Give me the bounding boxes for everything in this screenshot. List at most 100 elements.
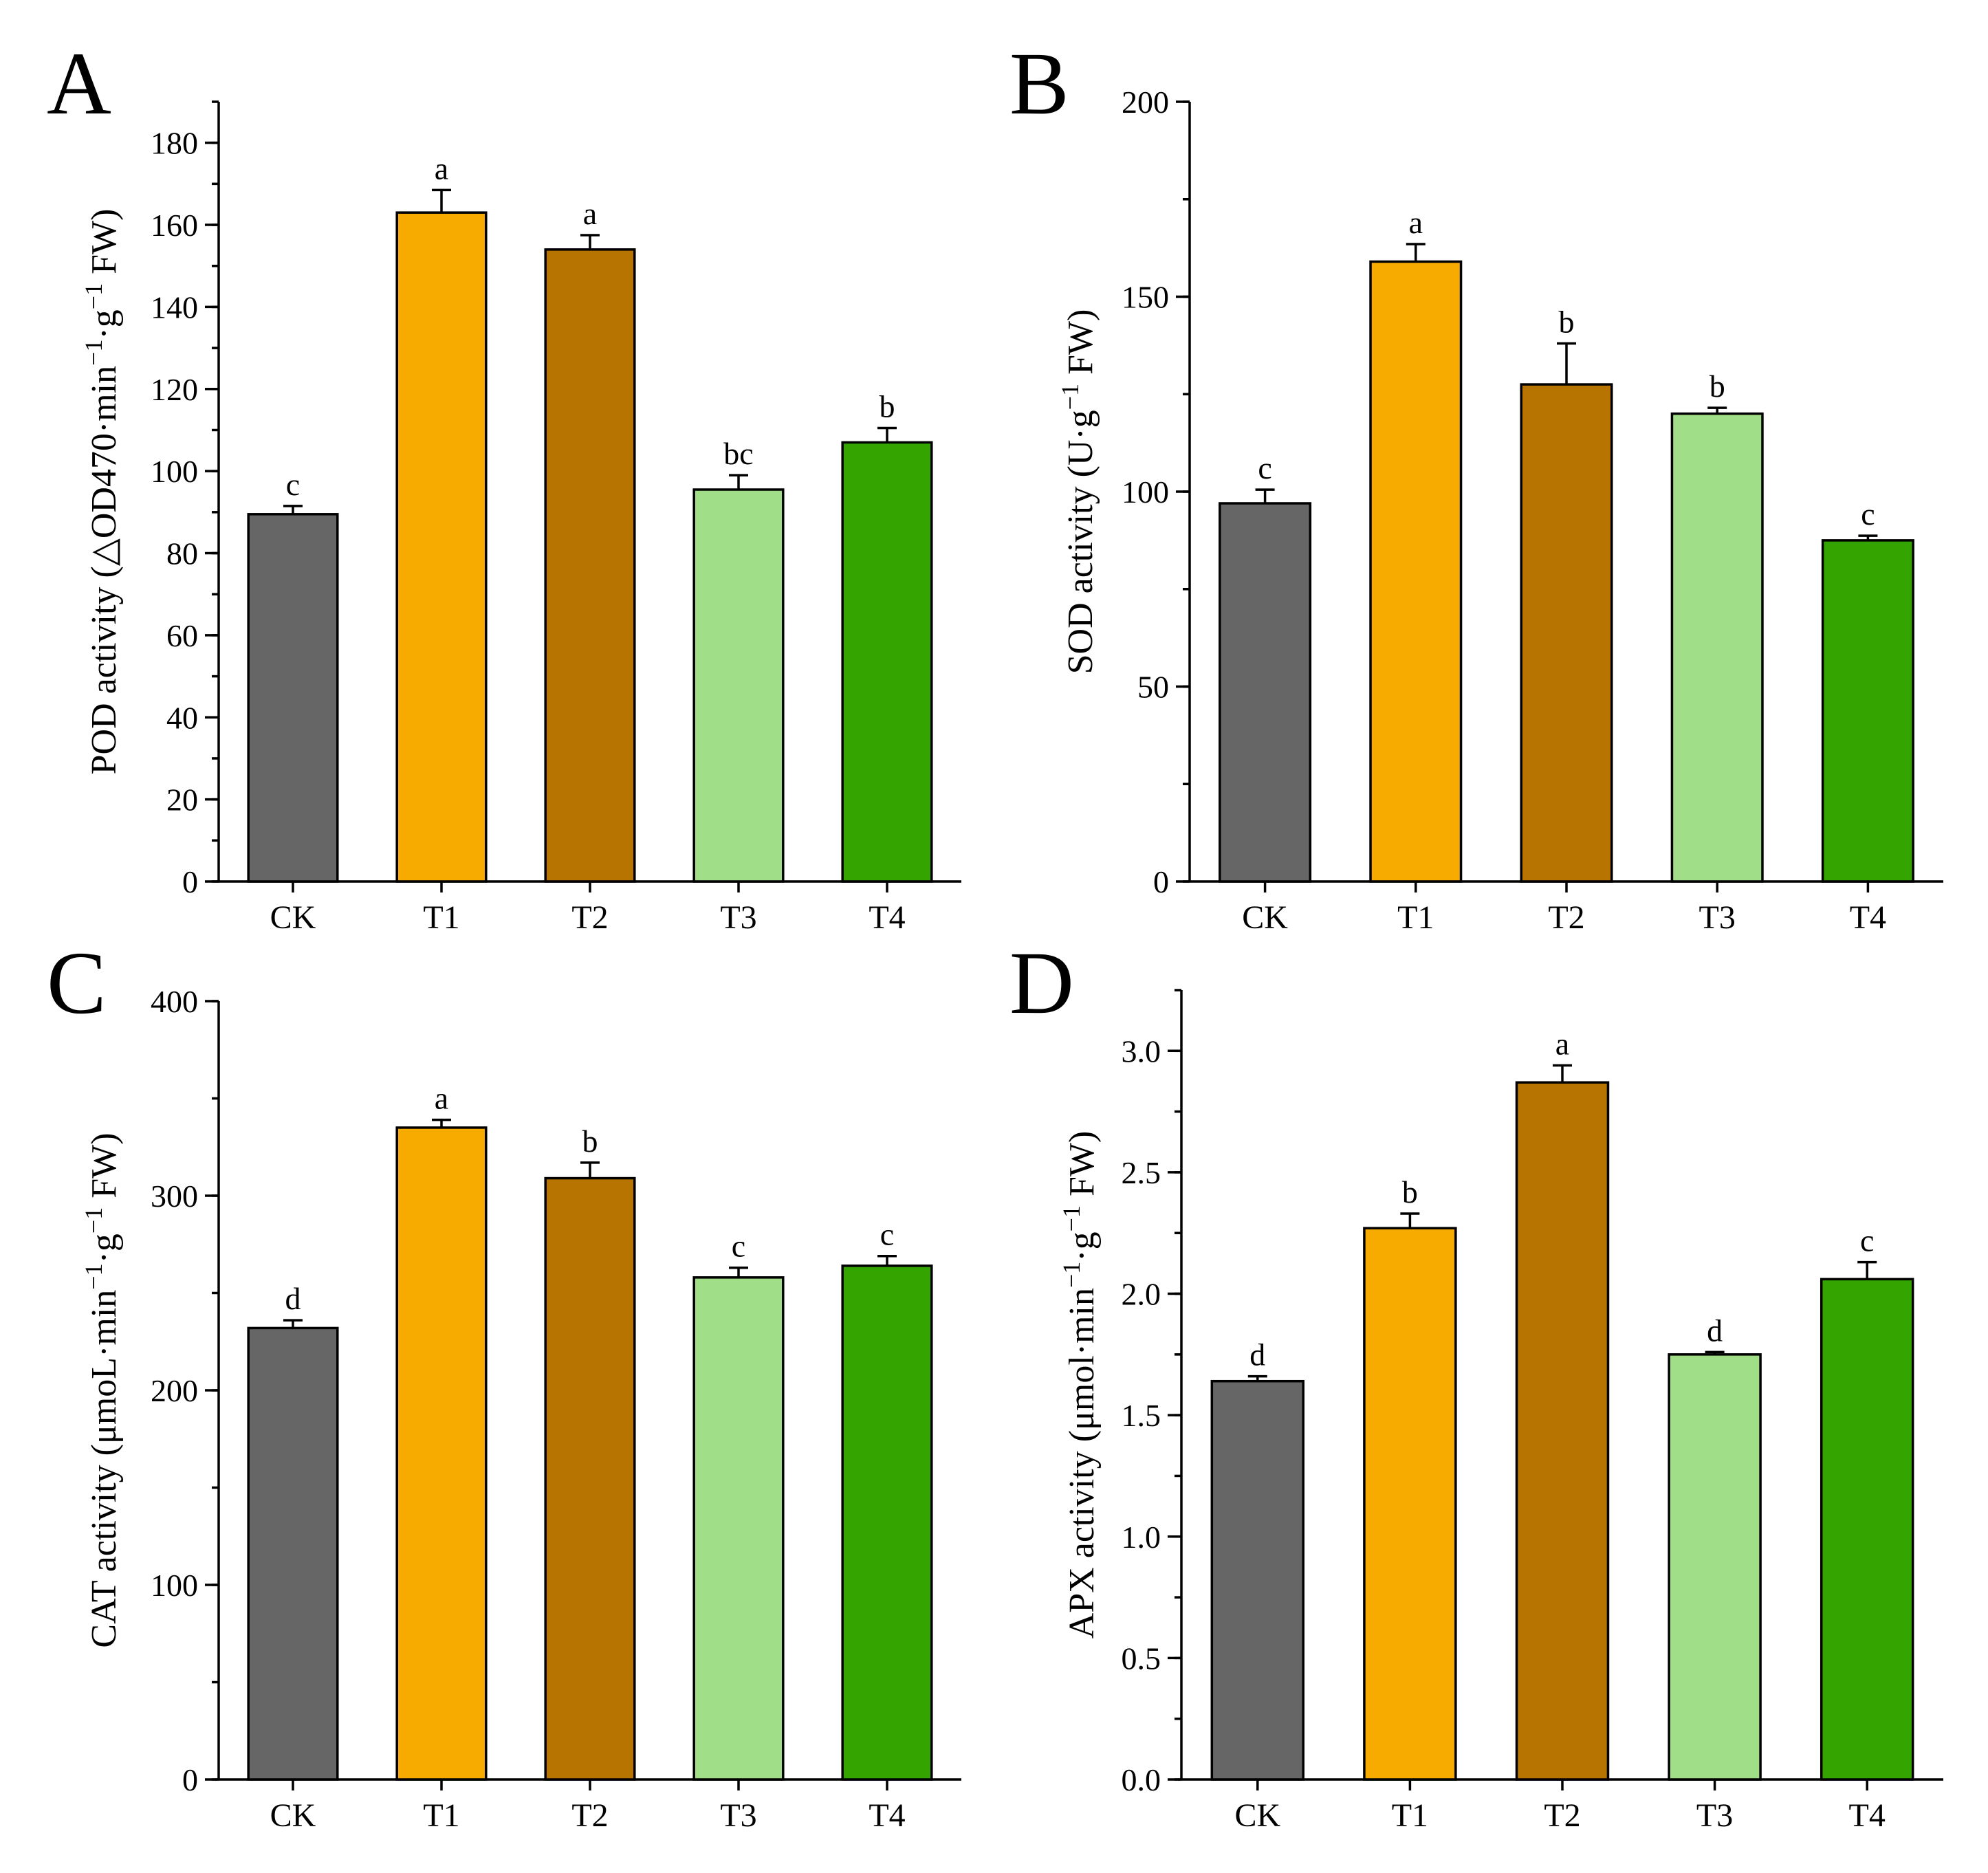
panel-a: A 0 20 40 60 80 100 120 140 160 180 c CK a T1 a T2 bc T3 b T… xyxy=(47,34,961,936)
significance-label: b xyxy=(880,388,895,424)
y-tick-label: 150 xyxy=(1122,280,1169,315)
significance-label: b xyxy=(1559,305,1575,340)
y-tick-label: 120 xyxy=(151,372,198,407)
significance-label: c xyxy=(880,1217,894,1252)
y-tick-label: 0.5 xyxy=(1122,1641,1161,1676)
significance-label: c xyxy=(286,467,300,502)
x-tick-label: T4 xyxy=(1850,899,1886,936)
significance-label: a xyxy=(435,1081,448,1116)
y-axis-title-text: ·g xyxy=(1062,1231,1102,1261)
y-tick-label: 180 xyxy=(151,126,198,161)
bar-t3 xyxy=(1670,412,1764,883)
x-tick-label: CK xyxy=(1234,1797,1280,1834)
y-tick-label: 100 xyxy=(1122,474,1169,510)
y-tick-label: 300 xyxy=(151,1179,198,1214)
y-tick-label: 60 xyxy=(166,618,198,653)
bar-t2 xyxy=(1520,383,1613,883)
significance-label: c xyxy=(1258,450,1271,485)
panel-d: D 0.0 0.5 1.0 1.5 2.0 2.5 3.0 d CK b T1 a T2 d T3 c T4 APX… xyxy=(1009,934,1943,1834)
y-axis-title: SOD activity (U·g−1 FW) xyxy=(1056,309,1100,675)
y-tick-label: 160 xyxy=(151,208,198,243)
y-tick-label: 2.5 xyxy=(1122,1155,1161,1190)
y-tick-label: 100 xyxy=(151,454,198,489)
y-axis-title-superscript: −1 xyxy=(80,1207,107,1234)
y-tick-label: 200 xyxy=(151,1373,198,1408)
y-axis-title-text: OD470·min xyxy=(85,366,124,538)
x-tick-label: T1 xyxy=(1392,1797,1428,1834)
y-axis-title-superscript: −1 xyxy=(80,283,107,309)
x-tick-label: T2 xyxy=(571,899,608,936)
y-axis-title-text: FW) xyxy=(85,209,124,283)
y-tick-label: 0.0 xyxy=(1122,1762,1161,1797)
y-axis-title-superscript: −1 xyxy=(80,1263,107,1289)
significance-label: c xyxy=(1860,1223,1874,1258)
x-tick-label: CK xyxy=(270,1797,316,1834)
x-tick-label: T2 xyxy=(571,1797,608,1834)
significance-label: b xyxy=(1710,369,1725,404)
x-tick-label: T1 xyxy=(423,1797,459,1834)
bar-t2 xyxy=(544,248,636,883)
significance-label: b xyxy=(582,1124,598,1159)
y-axis-title: APX activity (μmol·min−1·g−1 FW) xyxy=(1058,1131,1102,1639)
bar-ck xyxy=(1219,502,1312,883)
panel-b: B 0 50 100 150 200 c CK a T1 b T2 b T3 c T4 SOD activity… xyxy=(1009,34,1943,936)
y-axis-title-text: FW) xyxy=(1061,309,1100,384)
y-axis-title-superscript: −1 xyxy=(80,340,107,366)
bar-t2 xyxy=(544,1176,636,1781)
y-axis-title-superscript: −1 xyxy=(1058,1205,1085,1231)
y-tick-label: 0 xyxy=(182,1762,198,1797)
y-tick-label: 20 xyxy=(166,782,198,818)
bar-t3 xyxy=(692,1276,785,1781)
panel-letter: C xyxy=(47,934,107,1033)
x-tick-label: T1 xyxy=(423,899,459,936)
y-axis-title-text: FW) xyxy=(1062,1131,1102,1205)
panel-letter: A xyxy=(47,34,111,133)
panel-letter: D xyxy=(1009,934,1074,1033)
y-tick-label: 40 xyxy=(166,700,198,735)
y-tick-label: 200 xyxy=(1122,85,1169,120)
significance-label: a xyxy=(583,196,597,231)
significance-label: a xyxy=(435,151,448,186)
x-tick-label: T3 xyxy=(720,899,756,936)
y-axis-title: CAT activity (μmoL·min−1·g−1 FW) xyxy=(80,1132,124,1647)
significance-label: c xyxy=(1861,496,1875,532)
y-tick-label: 3.0 xyxy=(1122,1033,1161,1069)
y-tick-label: 140 xyxy=(151,289,198,325)
bar-t4 xyxy=(1821,539,1914,883)
panel-letter: B xyxy=(1009,34,1069,133)
bar-t1 xyxy=(395,1126,488,1781)
panel-c: C 0 100 200 300 400 d CK a T1 b T2 c T3 c T4 CAT activit… xyxy=(47,934,961,1834)
y-axis-title-superscript: −1 xyxy=(1056,384,1084,410)
x-tick-label: T4 xyxy=(1849,1797,1886,1834)
significance-label: b xyxy=(1402,1174,1418,1209)
bar-ck xyxy=(247,513,339,883)
x-tick-label: CK xyxy=(270,899,316,936)
y-tick-label: 50 xyxy=(1137,670,1169,705)
x-tick-label: T2 xyxy=(1548,899,1584,936)
y-axis-title-text: SOD activity (U·g xyxy=(1061,410,1100,674)
y-axis-title-text: △ xyxy=(85,538,124,566)
bar-t4 xyxy=(841,1264,933,1781)
y-tick-label: 0 xyxy=(1153,864,1169,899)
y-axis-title-text: CAT activity (μmoL·min xyxy=(85,1290,124,1648)
significance-label: a xyxy=(1555,1027,1569,1062)
bar-t4 xyxy=(1820,1278,1914,1781)
y-tick-label: 1.0 xyxy=(1122,1520,1161,1555)
bar-ck xyxy=(1210,1379,1305,1781)
y-axis-title-text: FW) xyxy=(85,1132,124,1207)
bar-t3 xyxy=(692,488,785,883)
x-tick-label: T3 xyxy=(720,1797,756,1834)
y-tick-label: 2.0 xyxy=(1122,1277,1161,1312)
y-axis-title-text: ·g xyxy=(85,309,124,339)
significance-label: bc xyxy=(723,436,753,471)
y-tick-label: 400 xyxy=(151,984,198,1019)
y-axis-title: POD activity (△OD470·min−1·g−1 FW) xyxy=(80,209,124,775)
bar-t4 xyxy=(841,441,933,883)
bar-t1 xyxy=(395,211,488,883)
significance-label: c xyxy=(732,1229,745,1264)
x-tick-label: T1 xyxy=(1397,899,1434,936)
x-tick-label: T4 xyxy=(869,899,905,936)
y-axis-title-superscript: −1 xyxy=(1058,1262,1085,1288)
significance-label: d xyxy=(1707,1313,1723,1348)
